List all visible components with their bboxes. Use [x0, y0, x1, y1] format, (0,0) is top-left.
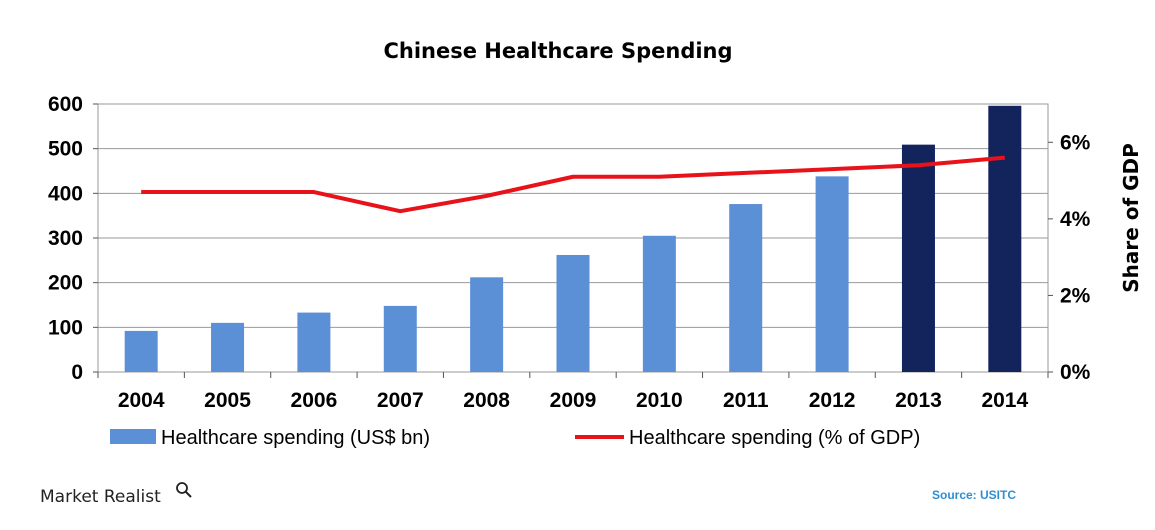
- bar: [124, 330, 158, 372]
- x-tick-label: 2011: [723, 389, 769, 412]
- brand-name: Market Realist: [40, 487, 161, 507]
- bar: [556, 254, 590, 372]
- right-tick-label: 4%: [1060, 208, 1091, 231]
- left-tick-label: 300: [48, 227, 83, 250]
- market-realist-logo: Market Realist: [40, 482, 192, 507]
- x-tick-label: 2006: [291, 389, 338, 412]
- bar: [297, 312, 331, 372]
- left-tick-label: 400: [48, 182, 83, 205]
- left-tick-label: 200: [48, 272, 83, 295]
- legend-line-label: Healthcare spending (% of GDP): [629, 427, 920, 449]
- series-line: [141, 155, 1005, 214]
- right-tick-label: 6%: [1060, 131, 1091, 154]
- legend-bar-swatch: [110, 429, 156, 444]
- right-axis-title: Share of GDP: [1119, 143, 1143, 293]
- left-tick-label: 100: [48, 316, 83, 339]
- bar: [988, 105, 1022, 372]
- bar: [901, 144, 935, 372]
- left-tick-label: 500: [48, 138, 83, 161]
- x-tick-label: 2012: [809, 389, 856, 412]
- bar: [211, 322, 245, 372]
- bar: [815, 176, 849, 372]
- legend: Healthcare spending (US$ bn) Healthcare …: [110, 427, 920, 449]
- right-tick-label: 2%: [1060, 284, 1091, 307]
- x-tick-label: 2005: [204, 389, 251, 412]
- bar: [642, 235, 676, 372]
- x-tick-label: 2010: [636, 389, 683, 412]
- right-axis: 0% 2% 4% 6%: [1048, 131, 1091, 384]
- x-tick-label: 2014: [981, 389, 1028, 412]
- x-tick-label: 2013: [895, 389, 942, 412]
- left-tick-label: 0: [71, 361, 83, 384]
- right-tick-label: 0%: [1060, 361, 1091, 384]
- chart-title: Chinese Healthcare Spending: [383, 39, 732, 63]
- line-series: [141, 155, 1005, 214]
- left-axis: 0 100 200 300 400 500 600: [48, 93, 98, 384]
- source-note: Source: USITC: [932, 488, 1016, 502]
- bar-series: [124, 105, 1022, 372]
- x-tick-label: 2009: [550, 389, 597, 412]
- bar: [729, 204, 763, 372]
- legend-bar-label: Healthcare spending (US$ bn): [161, 427, 430, 449]
- x-tick-label: 2007: [377, 389, 424, 412]
- x-tick-label: 2004: [118, 389, 165, 412]
- bar: [383, 305, 417, 372]
- x-axis: 2004 2005 2006 2007 2008 2009 2010 2011 2012 2013…: [97, 372, 1049, 412]
- magnifier-icon: [176, 482, 192, 498]
- x-tick-label: 2008: [463, 389, 510, 412]
- bar: [470, 277, 504, 372]
- left-tick-label: 600: [48, 93, 83, 116]
